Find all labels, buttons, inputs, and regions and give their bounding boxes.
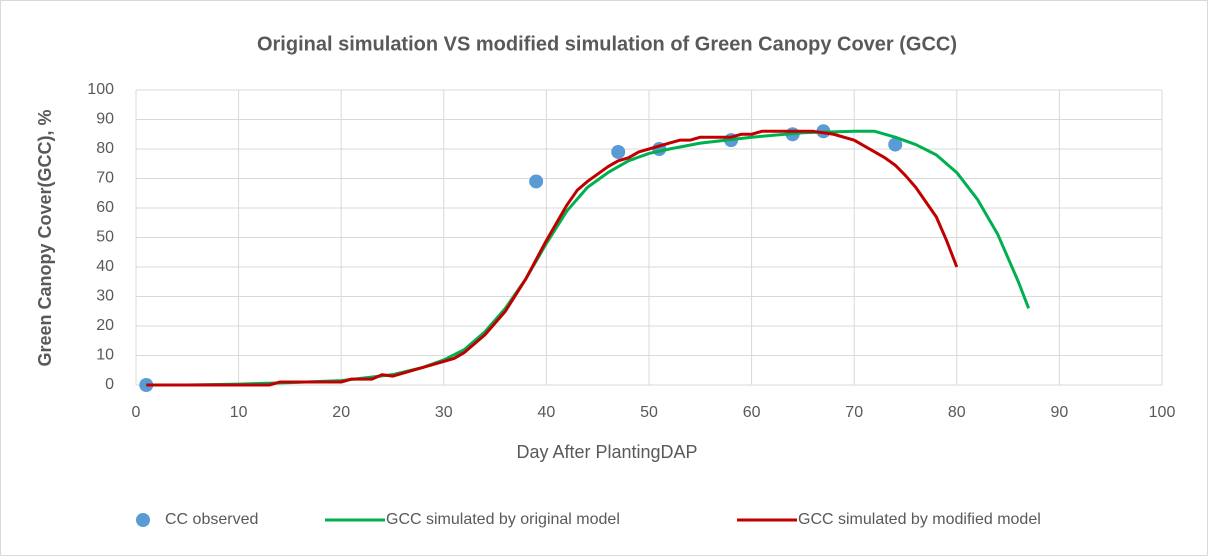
legend-marker (136, 513, 150, 527)
y-tick-label: 90 (96, 111, 114, 128)
data-point (611, 144, 626, 159)
x-tick-label: 40 (538, 404, 556, 421)
data-point (529, 174, 544, 189)
y-tick-label: 20 (96, 317, 114, 334)
y-tick-label: 30 (96, 288, 114, 305)
y-tick-label: 40 (96, 258, 114, 275)
x-tick-label: 70 (845, 404, 863, 421)
y-tick-label: 50 (96, 229, 114, 246)
x-tick-label: 20 (332, 404, 350, 421)
legend-label: CC observed (165, 511, 258, 528)
x-tick-label: 80 (948, 404, 966, 421)
x-tick-label: 60 (743, 404, 761, 421)
x-tick-label: 50 (640, 404, 658, 421)
legend-label: GCC simulated by modified model (798, 511, 1041, 528)
y-tick-label: 70 (96, 170, 114, 187)
y-tick-label: 0 (105, 376, 114, 393)
y-axis-label: Green Canopy Cover(GCC), % (35, 109, 55, 366)
y-tick-label: 10 (96, 347, 114, 364)
x-axis-label: Day After PlantingDAP (516, 442, 697, 462)
legend-label: GCC simulated by original model (386, 511, 620, 528)
x-tick-label: 10 (230, 404, 248, 421)
y-tick-label: 80 (96, 140, 114, 157)
series-line (146, 129, 959, 387)
x-tick-label: 100 (1149, 404, 1176, 421)
data-point (888, 137, 903, 152)
x-tick-label: 30 (435, 404, 453, 421)
x-tick-label: 90 (1051, 404, 1069, 421)
x-tick-label: 0 (132, 404, 141, 421)
y-tick-label: 60 (96, 199, 114, 216)
chart-title: Original simulation VS modified simulati… (257, 33, 957, 55)
y-tick-label: 100 (87, 81, 114, 98)
